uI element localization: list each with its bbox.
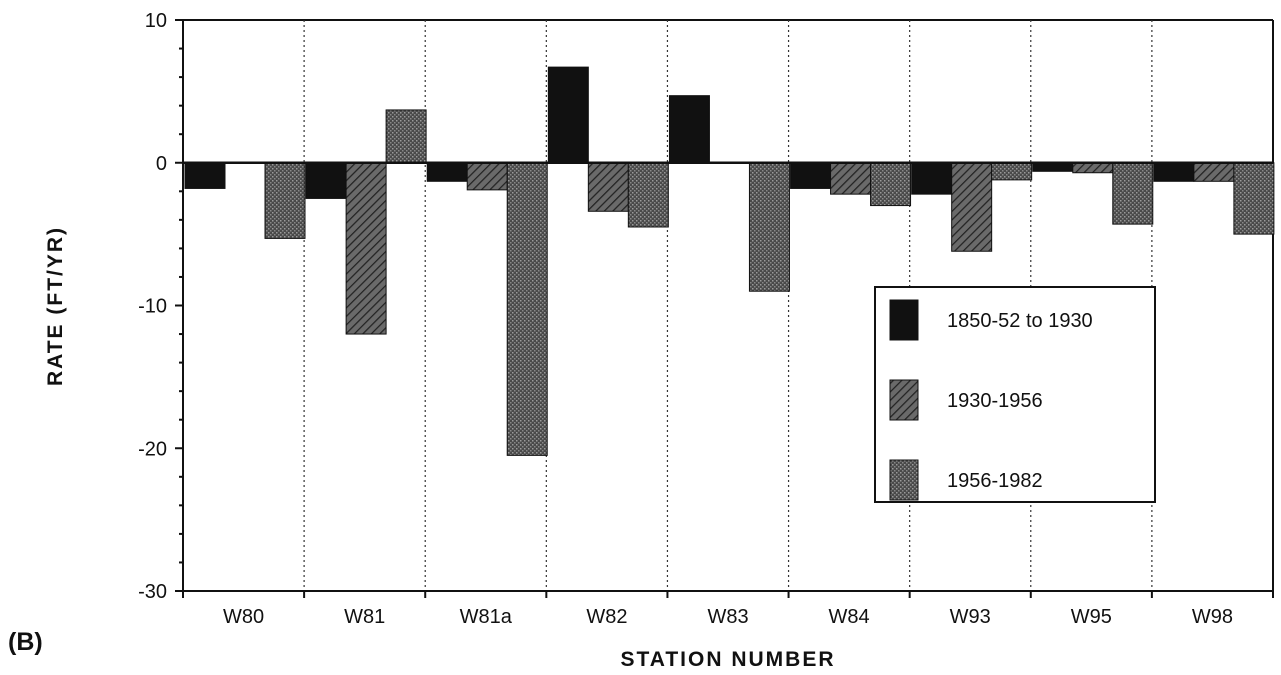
panel-label: (B) bbox=[8, 628, 43, 656]
bar bbox=[305, 162, 347, 199]
x-axis: W80 W81 W81a W82 W83 W84 W93 W95 W98 bbox=[182, 590, 1274, 628]
bar bbox=[627, 162, 669, 228]
y-tick-label: 10 bbox=[145, 10, 167, 32]
bar bbox=[1233, 162, 1275, 235]
bar bbox=[830, 162, 872, 195]
x-tick-label: W93 bbox=[950, 606, 991, 628]
bar bbox=[587, 162, 629, 212]
x-tick-label: W95 bbox=[1071, 606, 1112, 628]
y-tick-label: 0 bbox=[156, 153, 167, 175]
legend-label: 1956-1982 bbox=[947, 470, 1043, 492]
legend-swatch bbox=[889, 459, 919, 501]
bars-group bbox=[184, 66, 1275, 456]
bar bbox=[870, 162, 912, 207]
legend-label: 1930-1956 bbox=[947, 390, 1043, 412]
legend: 1850-52 to 1930 1930-1956 1956-1982 bbox=[874, 286, 1156, 503]
bar bbox=[668, 95, 710, 164]
bar bbox=[911, 162, 953, 195]
x-tick-label: W84 bbox=[829, 606, 870, 628]
bar bbox=[506, 162, 548, 456]
x-tick-label: W82 bbox=[586, 606, 627, 628]
x-tick-label: W98 bbox=[1192, 606, 1233, 628]
y-axis-title: RATE (FT/YR) bbox=[44, 226, 67, 386]
bar bbox=[1112, 162, 1154, 225]
bar bbox=[426, 162, 468, 182]
bar bbox=[264, 162, 306, 239]
bar bbox=[991, 162, 1033, 181]
legend-swatch bbox=[889, 379, 919, 421]
bar bbox=[951, 162, 993, 252]
bar bbox=[1032, 162, 1074, 172]
legend-label: 1850-52 to 1930 bbox=[947, 310, 1093, 332]
bar bbox=[345, 162, 387, 335]
bar bbox=[385, 109, 427, 164]
y-tick-label: -10 bbox=[138, 296, 167, 318]
y-axis: 10 0 -10 -20 -30 bbox=[138, 10, 184, 603]
bar bbox=[790, 162, 832, 189]
bar bbox=[1193, 162, 1235, 182]
x-tick-label: W81a bbox=[460, 606, 513, 628]
y-tick-label: -20 bbox=[138, 438, 167, 460]
y-tick-label: -30 bbox=[138, 581, 167, 603]
bar bbox=[1153, 162, 1195, 182]
legend-swatch bbox=[889, 299, 919, 341]
bar bbox=[466, 162, 508, 191]
x-tick-label: W81 bbox=[344, 606, 385, 628]
x-tick-label: W80 bbox=[223, 606, 264, 628]
bar bbox=[1072, 162, 1114, 174]
bar bbox=[184, 162, 226, 189]
bar bbox=[547, 66, 589, 164]
x-axis-title: STATION NUMBER bbox=[620, 648, 835, 671]
bar bbox=[748, 162, 790, 292]
x-tick-label: W83 bbox=[707, 606, 748, 628]
legend-box bbox=[874, 286, 1156, 503]
plot-frame bbox=[183, 19, 1274, 591]
